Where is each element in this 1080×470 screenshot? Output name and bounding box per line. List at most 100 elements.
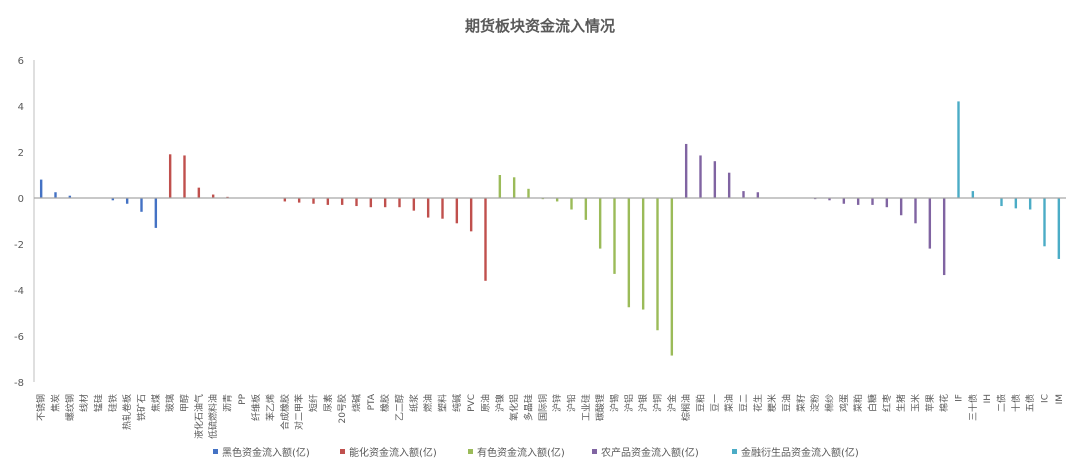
chart-title: 期货板块资金流入情况 [465,17,615,35]
bar [211,194,215,198]
bar [312,198,315,204]
bar [1043,198,1046,247]
legend-swatch [340,449,345,454]
x-tick-label: PVC [467,394,477,412]
x-tick-label: 焦煤 [150,394,162,412]
x-tick-label: 热轧卷板 [121,394,133,430]
bar [197,187,201,198]
x-tick-label: 燃油 [422,394,434,412]
x-tick-label: 线材 [78,394,90,412]
x-tick-label: 玉米 [910,394,922,412]
x-tick-label: IH [983,394,993,403]
x-tick-label: 玻璃 [164,394,176,412]
x-tick-label: 沪锌 [551,394,563,412]
bar [140,198,143,212]
x-tick-label: 短纤 [308,394,320,412]
x-tick-label: 20号胶 [336,394,348,423]
bar [125,198,129,204]
bar [398,198,401,208]
bar [326,198,330,205]
bar [684,143,688,198]
x-tick-label: 棕榈油 [680,394,692,421]
legend-label: 黑色资金流入额(亿) [222,446,310,459]
bars [34,101,1066,356]
bar [340,198,344,205]
bar [555,198,559,202]
bar [957,101,960,198]
bar [713,161,717,198]
bar [498,175,502,198]
x-tick-label: 尿素 [322,394,334,412]
x-tick-label: 氧化铝 [508,394,520,421]
x-tick-label: 烧碱 [351,394,363,412]
bar [828,198,831,201]
bar [1014,198,1018,209]
x-tick-label: 沪锡 [609,394,621,412]
legend: 黑色资金流入额(亿) 能化资金流入额(亿) 有色资金流入额(亿) 农产品资金流入额(亿… [213,446,859,459]
x-tick-label: 苯乙烯 [265,394,277,421]
x-tick-label: 淀粉 [809,394,821,412]
bar [914,198,917,224]
bar [613,198,616,274]
bar [899,198,903,216]
x-tick-label: IF [955,394,965,402]
x-tick-label: 纯碱 [451,394,463,412]
bar [670,198,674,356]
x-tick-label: 鸡蛋 [838,394,850,412]
bar [942,198,946,276]
x-tick-label: 二债 [996,394,1008,412]
x-tick-label: 菜籽 [795,394,807,412]
x-tick-label: 五债 [1024,394,1036,412]
y-tick-label: 0 [18,194,24,205]
x-tick-label: 纸浆 [408,394,420,412]
bar [412,198,416,211]
x-tick-label: 粳米 [766,394,778,412]
x-tick-label: 沪铅 [566,394,578,412]
bar [297,198,301,203]
x-tick-label: 锰硅 [93,394,105,412]
bar [570,198,573,210]
x-tick-label: 沪铜 [652,394,664,412]
bar [154,198,158,228]
legend-item: 农产品资金流入额(亿) [592,446,699,459]
bar [656,198,659,331]
x-tick-label: PP [238,393,248,404]
legend-label: 有色资金流入额(亿) [477,446,565,459]
bar [598,198,602,249]
legend-label: 金融衍生品资金流入额(亿) [741,446,859,459]
x-tick-label: 合成橡胶 [279,394,291,430]
x-tick-label: 硅铁 [107,394,119,412]
x-tick-label: 白糖 [867,394,879,412]
x-tick-label: 沪金 [666,394,678,412]
legend-swatch [468,449,473,454]
bar [355,198,358,207]
x-tick-label: 铁矿石 [136,394,148,421]
x-tick-label: 三十债 [967,394,979,421]
x-tick-label: IM [1055,394,1065,404]
x-tick-label: 花生 [752,394,764,412]
x-tick-label: 豆油 [781,394,793,412]
x-tick-label: 塑料 [437,394,449,412]
x-tick-label: 甲醇 [179,394,191,412]
x-axis-labels: 不锈钢 焦炭 螺纹钢 线材 锰硅 硅铁 热轧卷板 铁矿石 焦煤 玻璃 甲醇 液化石油气 低硫燃料油 沥青 P… [35,393,1065,439]
x-tick-label: 豆二 [739,394,750,412]
bar [856,198,860,205]
y-tick-label: 6 [18,56,24,67]
x-tick-label: 纤维板 [250,394,262,421]
y-tick-label: -2 [14,240,24,251]
y-tick-label: -6 [14,332,24,343]
bar [283,198,287,202]
x-tick-label: 红枣 [881,394,893,412]
bar [168,154,172,198]
bar [1000,198,1003,207]
x-tick-label: 多晶硅 [523,394,535,421]
x-tick-label: 螺纹钢 [64,394,76,421]
legend-item: 有色资金流入额(亿) [468,446,565,459]
x-tick-label: 菜油 [723,394,735,412]
bar [584,198,588,220]
legend-swatch [592,449,597,454]
bar [68,195,72,198]
legend-item: 黑色资金流入额(亿) [213,446,310,459]
x-tick-label: 原油 [480,394,492,412]
